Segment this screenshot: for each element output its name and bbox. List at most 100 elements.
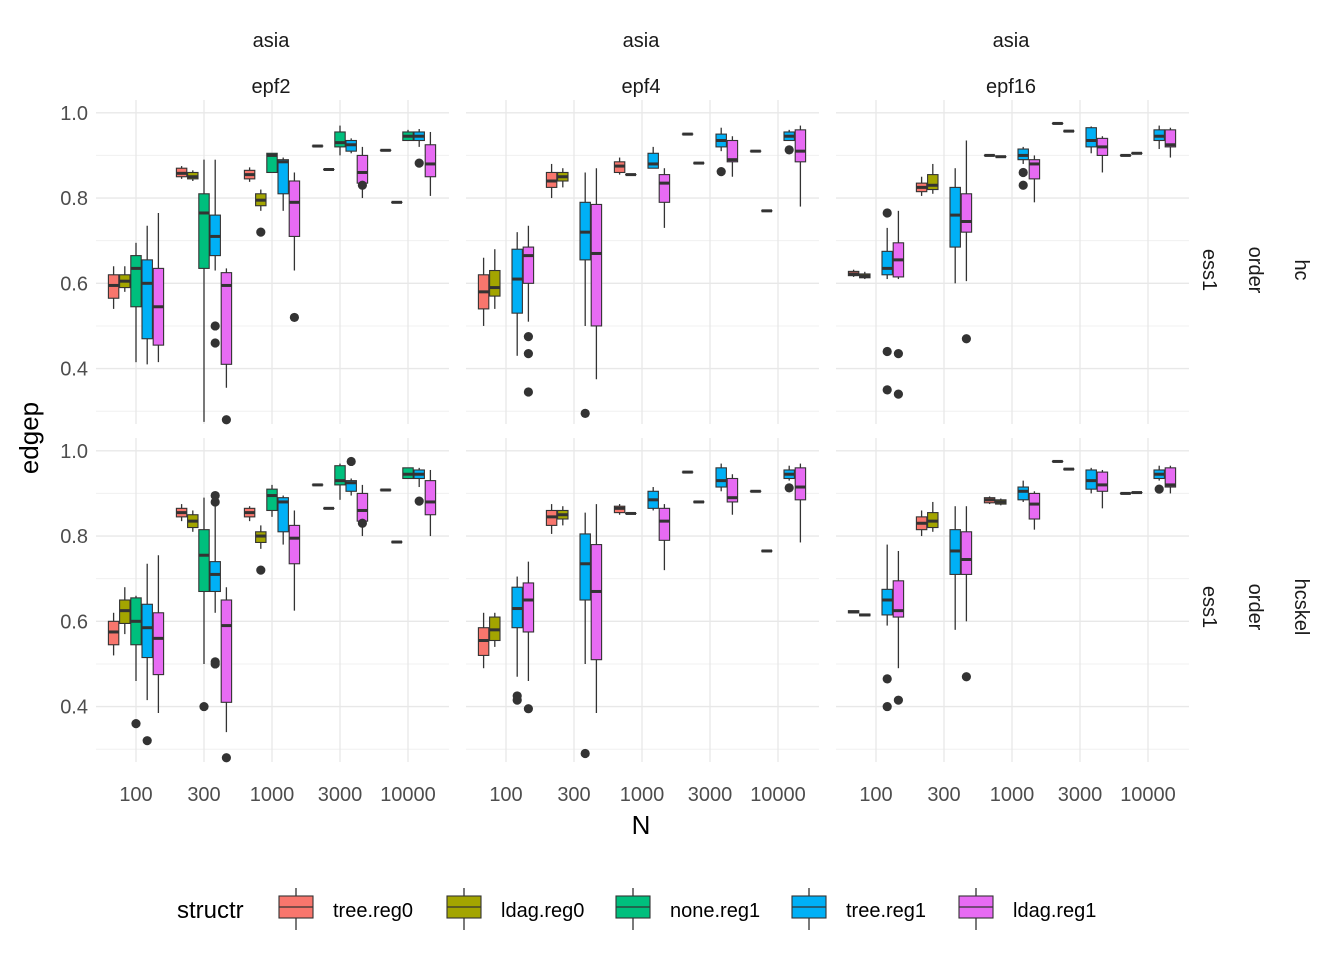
y-tick-label: 1.0 — [60, 441, 88, 463]
box-body — [198, 529, 210, 593]
box-outlier — [882, 674, 892, 684]
y-tick-label: 0.6 — [60, 273, 88, 295]
box-body — [960, 193, 973, 233]
box-tree-reg1-n10000 — [783, 129, 795, 155]
box-outlier — [893, 349, 904, 359]
box-tree-reg1-n300 — [949, 168, 961, 284]
box-body — [220, 272, 233, 365]
box-body — [277, 497, 289, 533]
x-tick-label: 1000 — [250, 784, 295, 806]
box-tree-reg0-n100 — [847, 269, 860, 277]
column-strips: asia epf2 asia epf4 asia epf16 — [252, 30, 1037, 98]
box-none-reg1-n1000 — [266, 152, 278, 174]
box-outlier — [893, 695, 904, 705]
row-strip-inner-hcskel: ess1 — [1198, 586, 1220, 628]
box-tree-reg0-n1000 — [613, 504, 626, 515]
box-ldag-reg1-n10000 — [424, 469, 437, 537]
box-body — [209, 561, 221, 593]
box-ldag-reg0-n100 — [859, 613, 871, 617]
box-body — [522, 582, 535, 633]
box-tree-reg0-n300 — [545, 163, 558, 199]
box-tree-reg0-n300 — [175, 504, 188, 522]
box-none-reg1-n10000 — [402, 129, 414, 142]
box-body — [892, 580, 905, 618]
box-body — [1028, 159, 1041, 180]
box-body — [794, 467, 807, 501]
box-none-reg1-n100 — [130, 595, 142, 729]
row-strip-inner-hc: ess1 — [1198, 249, 1220, 291]
panel-r1-c0 — [107, 456, 437, 763]
box-outlier — [716, 167, 726, 177]
box-ldag-reg1-n1000 — [288, 510, 301, 611]
box-body — [590, 203, 603, 327]
box-outlier — [210, 338, 220, 348]
box-body — [424, 144, 437, 178]
box-ldag-reg1-n3000 — [726, 136, 739, 177]
box-tree-reg1-n10000 — [413, 128, 425, 168]
box-tree-reg1-n10000 — [1153, 465, 1165, 494]
y-tick-label: 0.8 — [60, 526, 88, 548]
box-body — [334, 465, 346, 486]
y-axis-ticks: 0.4 0.6 0.8 1.0 0.4 0.6 0.8 1.0 — [60, 103, 88, 719]
box-tree-reg1-n3000 — [715, 127, 727, 177]
box-body — [1028, 492, 1041, 520]
box-ldag-reg0-n300 — [187, 510, 199, 532]
box-none-reg1-n300 — [198, 159, 210, 422]
x-tick-label: 1000 — [620, 784, 665, 806]
box-tree-reg0-n100 — [107, 266, 120, 309]
box-outlier — [580, 748, 590, 759]
box-ldag-reg1-n100 — [522, 561, 535, 714]
box-outlier — [580, 408, 590, 418]
box-tree-reg1-n100 — [141, 225, 153, 365]
box-outlier — [882, 208, 892, 218]
box-outlier — [523, 704, 534, 714]
x-tick-label: 300 — [187, 784, 220, 806]
box-ldag-reg1-n100 — [522, 225, 535, 397]
x-tick-label: 300 — [557, 784, 590, 806]
box-outlier — [210, 490, 220, 501]
box-ldag-reg1-n100 — [892, 210, 905, 399]
box-outlier — [210, 497, 220, 507]
col-strip-top-epf4: asia — [623, 30, 661, 52]
box-tree-reg1-n3000 — [1085, 467, 1097, 494]
box-tree-reg0-n1000 — [613, 157, 626, 175]
row-strips: ess1 order hc ess1 order hcskel — [1198, 247, 1312, 636]
box-ldag-reg0-n100 — [859, 271, 871, 280]
box-ldag-reg1-n300 — [220, 268, 233, 425]
box-body — [266, 152, 278, 174]
box-body — [152, 612, 165, 676]
box-tree-reg1-n3000 — [1085, 126, 1097, 154]
box-tree-reg0-n100 — [477, 257, 490, 326]
box-outlier — [784, 145, 794, 155]
box-outlier — [289, 312, 299, 323]
box-tree-reg1-n3000 — [345, 456, 357, 496]
row-strip-outer-hc: hc — [1290, 259, 1312, 280]
box-body — [288, 180, 301, 237]
box-outlier — [199, 701, 209, 712]
box-ldag-reg1-n300 — [220, 587, 233, 763]
box-body — [511, 248, 523, 314]
box-none-reg1-n3000 — [334, 463, 346, 500]
box-tree-reg1-n10000 — [413, 467, 425, 506]
box-ldag-reg1-n300 — [590, 504, 603, 713]
box-body — [726, 139, 739, 163]
box-outlier — [523, 332, 534, 342]
legend-item-ldag-reg1: ldag.reg1 — [958, 888, 1096, 930]
x-tick-label: 100 — [859, 784, 892, 806]
box-outlier — [1018, 167, 1028, 178]
panel-r0-c0 — [107, 125, 437, 425]
box-body — [647, 152, 659, 169]
x-tick-label: 3000 — [318, 784, 363, 806]
box-tree-reg1-n10000 — [1153, 125, 1165, 150]
x-tick-label: 10000 — [1120, 784, 1176, 806]
box-body — [220, 599, 233, 703]
x-tick-label: 100 — [119, 784, 152, 806]
box-body — [198, 193, 210, 269]
box-tree-reg1-n300 — [209, 490, 221, 669]
box-ldag-reg1-n10000 — [794, 125, 807, 207]
row-strip-middle-hcskel: order — [1244, 584, 1266, 631]
legend-item-tree-reg0: tree.reg0 — [278, 888, 413, 930]
box-body — [590, 544, 603, 661]
legend-label: ldag.reg0 — [501, 900, 584, 922]
box-outlier — [523, 387, 534, 397]
